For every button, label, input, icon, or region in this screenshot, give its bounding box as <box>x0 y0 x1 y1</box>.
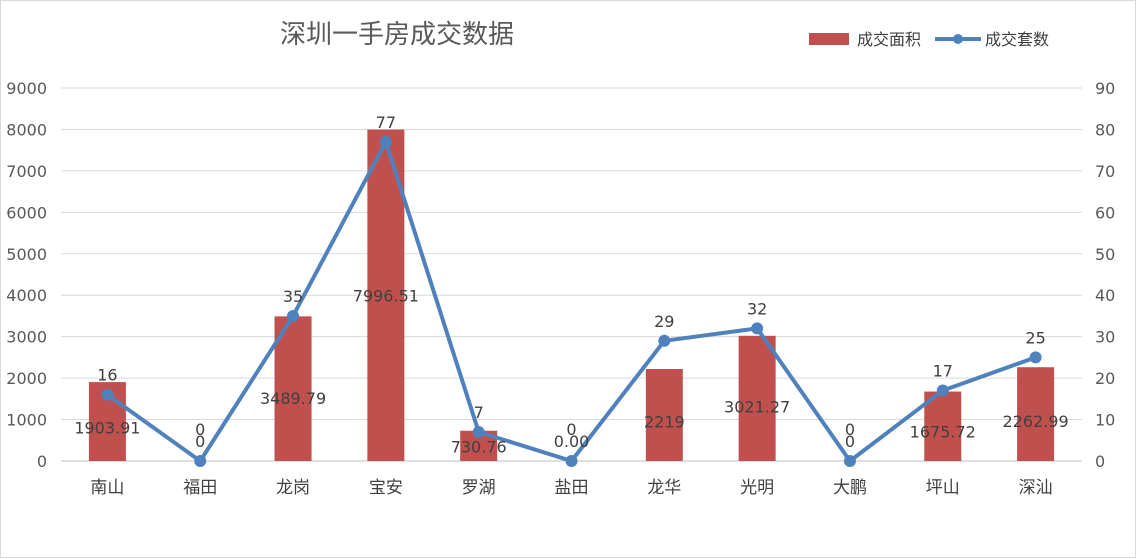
bar-data-label: 730.76 <box>451 438 507 457</box>
right-tick-label: 0 <box>1095 452 1105 471</box>
bar-data-label: 1675.72 <box>910 423 976 442</box>
left-tick-label: 4000 <box>6 286 47 305</box>
left-tick-label: 9000 <box>6 79 47 98</box>
category-label: 光明 <box>740 478 774 498</box>
category-label: 南山 <box>90 478 124 498</box>
left-tick-label: 1000 <box>6 411 47 430</box>
right-tick-label: 20 <box>1095 369 1115 388</box>
left-tick-label: 7000 <box>6 162 47 181</box>
bar-data-label: 0.00 <box>554 432 590 451</box>
bar <box>924 391 962 461</box>
category-label: 宝安 <box>369 478 403 498</box>
line-point <box>843 455 856 467</box>
left-tick-label: 0 <box>37 452 47 471</box>
bar-data-label: 7996.51 <box>353 287 419 306</box>
line-point <box>287 309 300 322</box>
chart-title: 深圳一手房成交数据 <box>280 20 514 50</box>
legend-marker-line <box>953 34 963 44</box>
right-axis: 0 10 20 30 40 50 60 70 80 90 <box>1095 79 1115 471</box>
legend-swatch-bar <box>809 33 849 45</box>
right-tick-label: 90 <box>1095 79 1115 98</box>
line-point <box>936 384 949 397</box>
bar <box>738 335 776 461</box>
left-tick-label: 8000 <box>6 120 47 139</box>
bar-data-label: 2262.99 <box>1003 412 1069 431</box>
category-label: 深汕 <box>1019 478 1053 498</box>
bar-data-label: 2219 <box>644 413 685 432</box>
right-tick-label: 60 <box>1095 203 1115 222</box>
category-label: 龙华 <box>647 478 681 498</box>
line-data-label: 0 <box>195 420 205 439</box>
line-data-label: 16 <box>97 366 117 385</box>
right-tick-label: 50 <box>1095 245 1115 264</box>
line-data-label: 77 <box>376 113 396 132</box>
line-point <box>472 425 485 438</box>
category-label: 罗湖 <box>462 478 496 498</box>
line-point <box>379 135 392 148</box>
line-point <box>565 455 578 467</box>
line-data-label: 35 <box>283 287 303 306</box>
line-data-label: 17 <box>933 362 953 381</box>
gridlines <box>61 87 1082 462</box>
line-point <box>1029 351 1042 364</box>
line-data-label: 7 <box>474 403 484 422</box>
legend-label-line: 成交套数 <box>985 30 1049 49</box>
bar-data-label: 1903.91 <box>74 418 140 437</box>
right-tick-label: 70 <box>1095 162 1115 181</box>
left-tick-label: 6000 <box>6 203 47 222</box>
right-tick-label: 80 <box>1095 120 1115 139</box>
line-point <box>751 322 764 335</box>
line-point <box>101 388 114 401</box>
bar-data-label: 0 <box>195 432 205 451</box>
left-tick-label: 3000 <box>6 328 47 347</box>
category-label: 盐田 <box>555 478 589 498</box>
right-tick-label: 30 <box>1095 328 1115 347</box>
right-tick-label: 40 <box>1095 286 1115 305</box>
category-label: 大鹏 <box>833 478 867 498</box>
category-axis: 南山 福田 龙岗 宝安 罗湖 盐田 龙华 光明 大鹏 坪山 深汕 <box>90 478 1052 498</box>
legend-label-bar: 成交面积 <box>857 30 921 49</box>
bar-data-label: 0 <box>845 432 855 451</box>
line-path <box>106 139 1037 463</box>
line-point <box>658 334 671 347</box>
category-label: 福田 <box>183 478 217 498</box>
line-data-label: 0 <box>845 420 855 439</box>
line-data-label: 32 <box>747 299 767 318</box>
bar <box>1017 367 1055 461</box>
legend: 成交面积 成交套数 <box>809 30 1049 49</box>
left-axis: 0 1000 2000 3000 4000 5000 6000 7000 8000 9000 <box>6 79 47 471</box>
right-tick-label: 10 <box>1095 411 1115 430</box>
bar-data-label: 3489.79 <box>260 389 326 408</box>
line-series: 1903.91 0 3489.79 7996.51 730.76 0.00 2219 3021… <box>74 113 1069 467</box>
category-label: 龙岗 <box>276 478 310 498</box>
line-data-label: 0 <box>566 420 576 439</box>
line-data-label: 25 <box>1025 328 1045 347</box>
line-data-label: 29 <box>654 312 674 331</box>
bar <box>645 369 683 461</box>
category-label: 坪山 <box>926 478 960 498</box>
line-point <box>194 455 207 467</box>
bar-data-label: 3021.27 <box>724 398 790 417</box>
bar <box>274 316 312 461</box>
left-tick-label: 2000 <box>6 369 47 388</box>
left-tick-label: 5000 <box>6 245 47 264</box>
